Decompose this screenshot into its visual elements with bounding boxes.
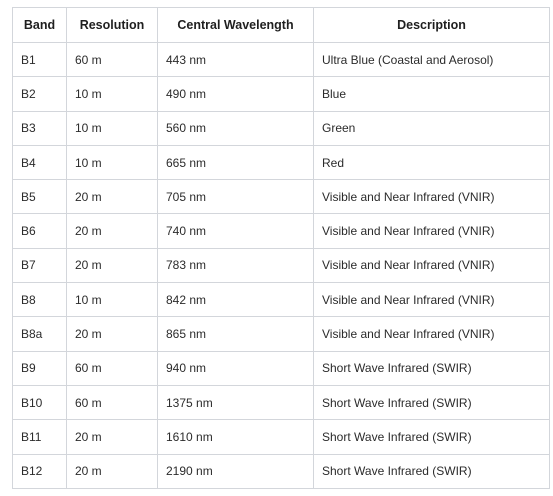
header-band: Band — [12, 7, 67, 43]
table-row: B10 60 m 1375 nm Short Wave Infrared (SW… — [12, 384, 550, 421]
cell-description: Red — [313, 144, 550, 181]
cell-band: B12 — [12, 453, 67, 489]
table-row: B9 60 m 940 nm Short Wave Infrared (SWIR… — [12, 350, 550, 386]
header-central-wavelength: Central Wavelength — [157, 7, 314, 43]
cell-description: Visible and Near Infrared (VNIR) — [313, 179, 550, 215]
cell-description: Visible and Near Infrared (VNIR) — [313, 213, 550, 249]
cell-band: B8 — [12, 282, 67, 318]
cell-description: Short Wave Infrared (SWIR) — [313, 419, 550, 455]
table-row: B5 20 m 705 nm Visible and Near Infrared… — [12, 179, 550, 215]
cell-wavelength: 783 nm — [157, 247, 314, 284]
cell-band: B9 — [12, 350, 67, 386]
cell-description: Short Wave Infrared (SWIR) — [313, 384, 550, 421]
table-row: B8a 20 m 865 nm Visible and Near Infrare… — [12, 316, 550, 352]
table-row: B7 20 m 783 nm Visible and Near Infrared… — [12, 247, 550, 284]
table-row: B2 10 m 490 nm Blue — [12, 76, 550, 112]
cell-band: B2 — [12, 76, 67, 112]
cell-resolution: 10 m — [66, 144, 158, 181]
cell-wavelength: 842 nm — [157, 282, 314, 318]
cell-resolution: 60 m — [66, 41, 158, 78]
cell-band: B3 — [12, 110, 67, 146]
cell-resolution: 20 m — [66, 247, 158, 284]
cell-resolution: 20 m — [66, 316, 158, 352]
cell-wavelength: 2190 nm — [157, 453, 314, 489]
cell-wavelength: 560 nm — [157, 110, 314, 146]
header-description: Description — [313, 7, 550, 43]
cell-resolution: 10 m — [66, 110, 158, 146]
cell-wavelength: 665 nm — [157, 144, 314, 181]
bands-table: Band Resolution Central Wavelength Descr… — [12, 7, 550, 489]
cell-band: B8a — [12, 316, 67, 352]
cell-band: B5 — [12, 179, 67, 215]
cell-wavelength: 443 nm — [157, 41, 314, 78]
cell-wavelength: 490 nm — [157, 76, 314, 112]
cell-resolution: 10 m — [66, 282, 158, 318]
cell-description: Green — [313, 110, 550, 146]
cell-resolution: 60 m — [66, 384, 158, 421]
table-row: B3 10 m 560 nm Green — [12, 110, 550, 146]
cell-resolution: 60 m — [66, 350, 158, 386]
cell-resolution: 20 m — [66, 453, 158, 489]
cell-description: Short Wave Infrared (SWIR) — [313, 453, 550, 489]
cell-band: B1 — [12, 41, 67, 78]
cell-wavelength: 1375 nm — [157, 384, 314, 421]
cell-description: Visible and Near Infrared (VNIR) — [313, 316, 550, 352]
cell-resolution: 20 m — [66, 179, 158, 215]
cell-wavelength: 1610 nm — [157, 419, 314, 455]
header-row: Band Resolution Central Wavelength Descr… — [12, 7, 550, 43]
cell-band: B4 — [12, 144, 67, 181]
header-resolution: Resolution — [66, 7, 158, 43]
cell-resolution: 10 m — [66, 76, 158, 112]
table-row: B4 10 m 665 nm Red — [12, 144, 550, 181]
table-row: B11 20 m 1610 nm Short Wave Infrared (SW… — [12, 419, 550, 455]
table-body: B1 60 m 443 nm Ultra Blue (Coastal and A… — [12, 41, 550, 489]
cell-description: Visible and Near Infrared (VNIR) — [313, 282, 550, 318]
cell-wavelength: 940 nm — [157, 350, 314, 386]
cell-description: Short Wave Infrared (SWIR) — [313, 350, 550, 386]
cell-wavelength: 865 nm — [157, 316, 314, 352]
cell-resolution: 20 m — [66, 213, 158, 249]
table-row: B6 20 m 740 nm Visible and Near Infrared… — [12, 213, 550, 249]
table-row: B8 10 m 842 nm Visible and Near Infrared… — [12, 282, 550, 318]
cell-description: Blue — [313, 76, 550, 112]
cell-description: Ultra Blue (Coastal and Aerosol) — [313, 41, 550, 78]
table-row: B1 60 m 443 nm Ultra Blue (Coastal and A… — [12, 41, 550, 78]
cell-band: B6 — [12, 213, 67, 249]
cell-band: B7 — [12, 247, 67, 284]
table-header: Band Resolution Central Wavelength Descr… — [12, 7, 550, 43]
cell-wavelength: 740 nm — [157, 213, 314, 249]
cell-band: B10 — [12, 384, 67, 421]
table-row: B12 20 m 2190 nm Short Wave Infrared (SW… — [12, 453, 550, 489]
cell-description: Visible and Near Infrared (VNIR) — [313, 247, 550, 284]
cell-band: B11 — [12, 419, 67, 455]
cell-wavelength: 705 nm — [157, 179, 314, 215]
cell-resolution: 20 m — [66, 419, 158, 455]
